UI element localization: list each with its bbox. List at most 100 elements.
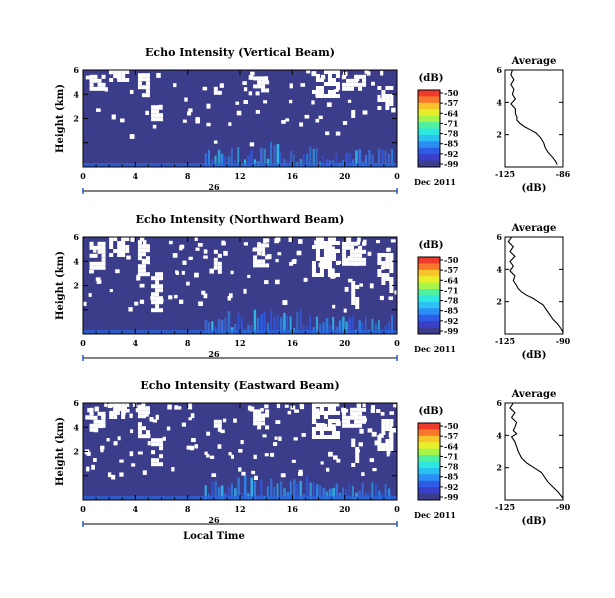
missing-cell [101,245,106,250]
missing-cell [354,415,359,420]
missing-cell [155,105,160,110]
colorbar-frame [417,89,441,168]
missing-cell [145,110,149,115]
echo-cell [319,485,322,500]
missing-cell [145,430,150,435]
missing-cell [327,237,332,241]
missing-cell [257,76,262,81]
missing-cell [253,409,258,414]
missing-cell [327,261,332,265]
colorbar-swatch [418,423,440,430]
missing-cell [323,411,328,415]
missing-cell [121,245,126,249]
missing-cell [85,75,91,80]
echo-cell [217,487,221,500]
missing-cell [370,405,376,410]
missing-cell [319,78,324,82]
missing-cell [113,407,118,411]
missing-cell [362,419,367,424]
missing-cell [155,284,160,289]
echo-cell [325,318,329,334]
missing-cell [311,407,316,411]
missing-cell [206,122,211,127]
missing-cell [362,403,366,408]
missing-cell [128,307,133,312]
missing-cell [319,237,324,241]
colorbar-swatch [418,314,440,322]
echo-cell [345,489,348,500]
missing-cell [377,257,382,261]
echo-cell [230,147,233,167]
missing-cell [187,111,192,116]
missing-cell [358,419,363,424]
missing-cell [389,94,394,98]
missing-cell [354,419,359,424]
missing-cell [253,255,258,260]
profile-frame [504,402,564,501]
missing-cell [381,277,386,281]
missing-cell [243,87,248,92]
missing-cell [167,404,172,409]
missing-cell [315,273,320,277]
missing-cell [125,245,130,249]
missing-cell [113,415,118,419]
missing-cell [385,94,390,98]
missing-cell [323,249,328,253]
missing-cell [280,473,286,478]
missing-cell [93,253,98,258]
missing-cell [327,411,332,415]
missing-cell [381,281,386,285]
missing-cell [377,273,382,277]
missing-cell [311,71,317,77]
y-axis-label: Height (km) [55,251,66,320]
missing-cell [330,246,335,250]
missing-cell [323,253,328,257]
missing-cell [353,262,359,266]
missing-cell [166,426,171,431]
missing-cell [289,83,293,89]
echo-cell [361,483,364,500]
missing-cell [93,423,98,428]
echo-cell [237,477,240,500]
profile-x-tick-label: -125 [495,502,515,512]
missing-cell [228,122,232,126]
colorbar-tick-label: -64 [444,275,459,285]
missing-cell [377,98,382,102]
missing-cell [323,427,328,431]
missing-cell [152,419,157,423]
echo-cell [322,487,326,500]
missing-cell [341,407,345,413]
missing-cell [129,89,134,94]
missing-cell [220,429,225,434]
echo-cell [227,311,231,334]
echo-cell [351,485,354,500]
colorbar-tick-label: -50 [444,255,459,265]
x-axis-label: Local Time [183,531,245,542]
missing-cell [331,419,336,423]
missing-cell [261,247,266,252]
missing-cell [311,415,316,419]
missing-cell [351,110,356,114]
echo-cell [328,488,332,500]
missing-cell [377,269,382,273]
missing-cell [175,270,179,274]
echo-cell [387,321,391,334]
colorbar-swatch [418,493,440,501]
x-tick-label: 4 [133,338,139,348]
missing-cell [355,451,360,455]
month-label: Dec 2011 [414,177,456,187]
missing-cell [319,411,324,415]
missing-cell [335,82,340,86]
missing-cell [315,90,320,94]
missing-cell [265,243,270,248]
echo-cell [263,148,266,167]
missing-cell [315,78,320,82]
missing-cell [88,293,92,297]
profile-x-tick-label: -86 [556,169,571,179]
missing-cell [351,289,356,293]
panel-3: Echo Intensity (Eastward Beam) 6 4 2 Height … [55,379,571,542]
missing-cell [348,278,353,283]
missing-cell [362,261,367,266]
missing-cell [381,423,386,427]
missing-cell [325,131,330,136]
